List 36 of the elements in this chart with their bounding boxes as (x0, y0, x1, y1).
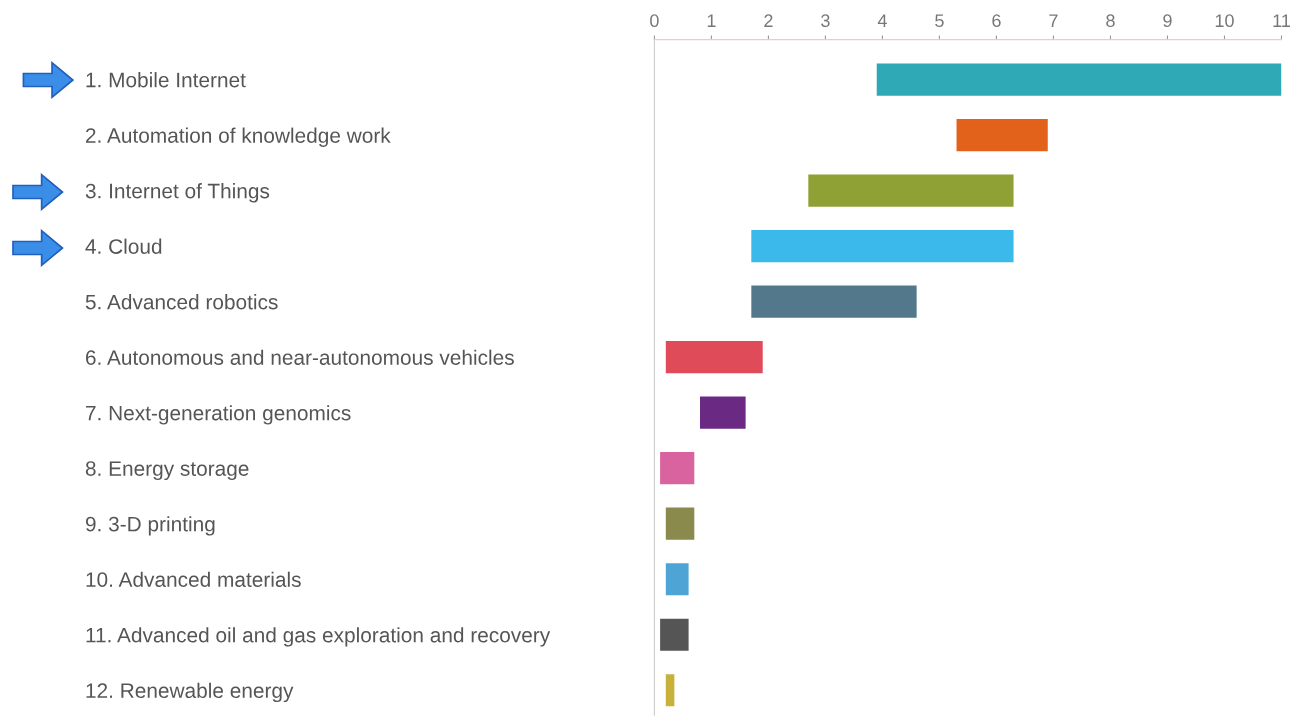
y-tick-label: 7. Next-generation genomics (86, 405, 351, 425)
x-tick-label: 4 (877, 14, 887, 27)
bar (808, 174, 1014, 207)
bar (660, 618, 689, 651)
x-tick-label: 6 (992, 14, 1001, 28)
bar (751, 230, 1014, 263)
x-tick-label: 0 (650, 14, 659, 28)
x-tick-label: 1 (707, 14, 716, 27)
y-tick-label: 9. 3-D printing (85, 516, 215, 536)
y-tick-label: 12. Renewable energy (86, 682, 294, 703)
y-tick-label: 5. Advanced robotics (85, 294, 278, 310)
x-tick-label: 10 (1215, 14, 1234, 28)
y-tick-label: 11. Advanced oil and gas exploration and recovery (86, 627, 551, 647)
x-tick-label: 11 (1273, 14, 1290, 27)
bar (956, 119, 1048, 152)
y-tick-label: 3. Internet of Things (85, 183, 270, 203)
bar (665, 507, 695, 540)
x-tick-label: 7 (1049, 14, 1058, 27)
x-tick-label: 8 (1106, 14, 1115, 28)
bar (751, 285, 917, 318)
bar (665, 563, 689, 596)
y-tick-label: 8. Energy storage (85, 461, 249, 481)
x-tick-label: 3 (821, 14, 830, 28)
y-tick-label: 10. Advanced materials (86, 571, 301, 587)
bar (665, 341, 763, 374)
bar (660, 452, 695, 485)
bar (876, 63, 1282, 96)
y-tick-label: 1. Mobile Internet (86, 72, 246, 88)
y-tick-label: 6. Autonomous and near-autonomous vehicles (86, 349, 514, 365)
y-tick-label: 4. Cloud (85, 238, 162, 254)
x-tick-label: 2 (764, 14, 773, 27)
bar (700, 396, 746, 429)
y-tick-label: 2. Automation of knowledge work (86, 127, 391, 148)
bar (665, 674, 675, 707)
x-tick-label: 9 (1163, 14, 1172, 28)
x-tick-label: 5 (935, 14, 944, 28)
